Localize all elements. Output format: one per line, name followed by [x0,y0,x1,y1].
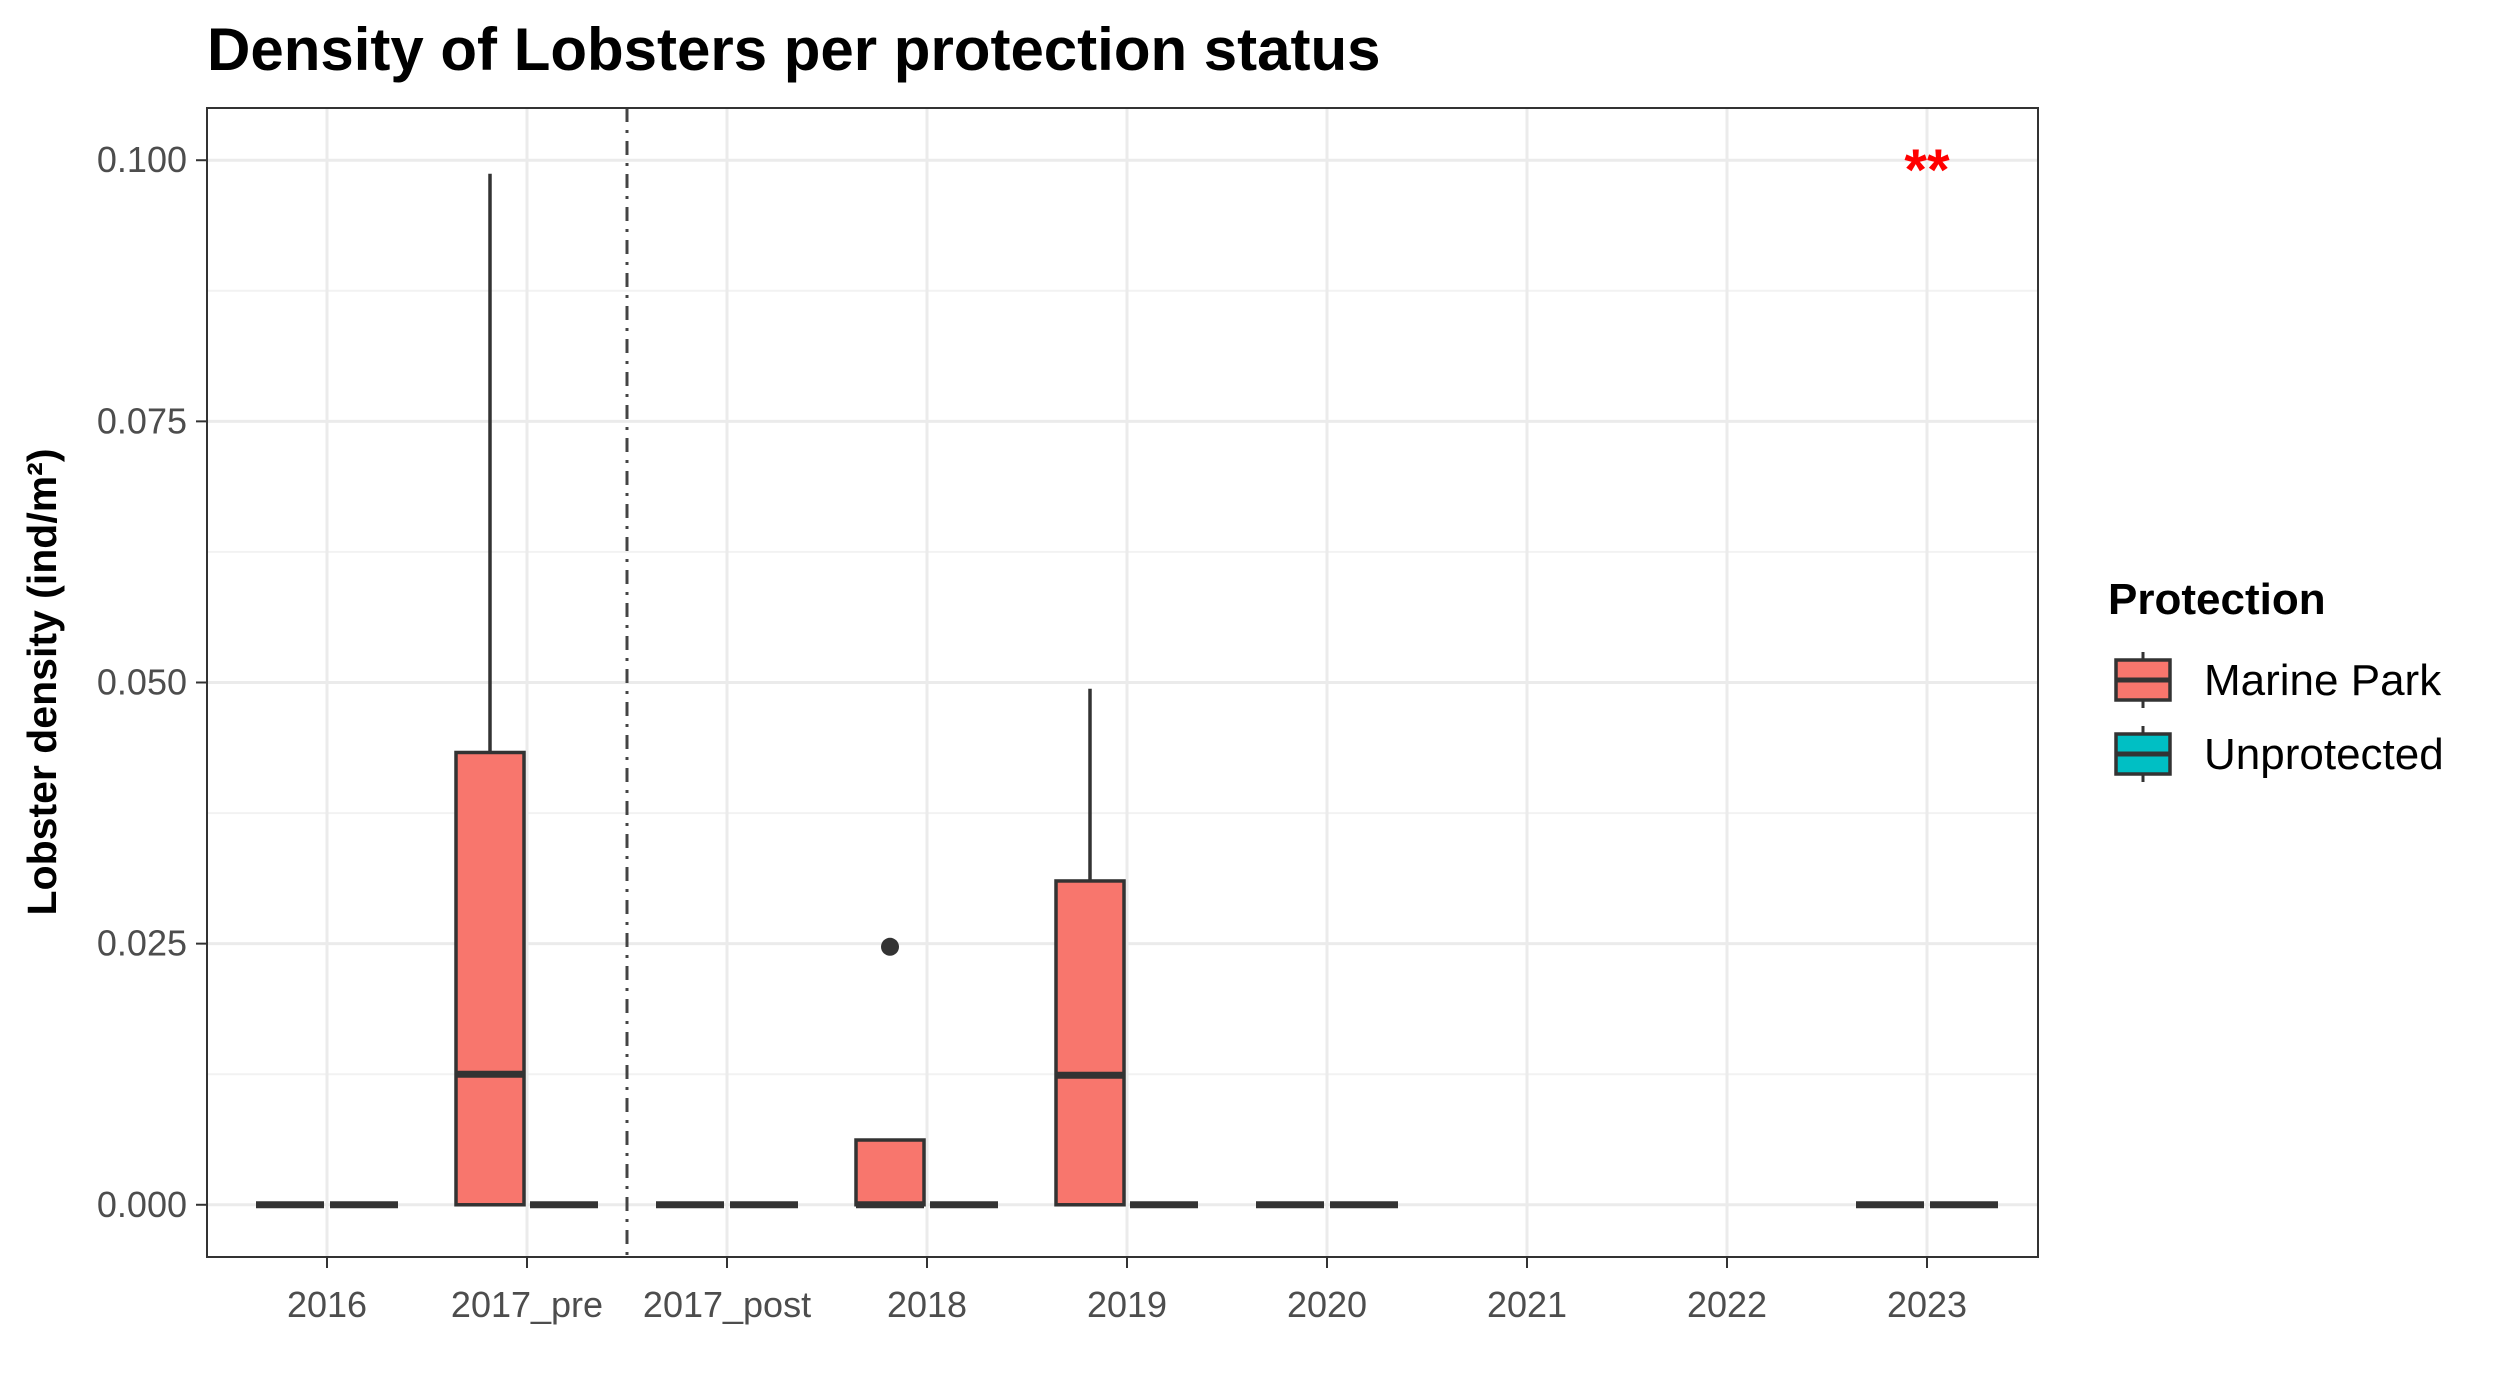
annotations: ** [1904,138,1950,203]
legend-item: Marine Park [2114,652,2442,708]
legend-title: Protection [2108,575,2326,624]
x-tick-label: 2018 [887,1284,967,1325]
x-tick-label: 2019 [1087,1284,1167,1325]
legend-label: Marine Park [2204,656,2442,705]
box-plots [256,173,1998,1209]
box-marine-park-2017_pre [454,173,526,1207]
y-tick-label: 0.025 [97,923,187,964]
legend-items: Marine Park Unprotected [2114,652,2444,782]
x-tick-label: 2023 [1887,1284,1967,1325]
y-axis-title: Lobster density (ind/m²) [19,449,65,916]
x-tick-label: 2021 [1487,1284,1567,1325]
x-tick-label: 2017_pre [451,1284,603,1325]
legend-key [2114,652,2172,708]
y-tick-label: 0.075 [97,400,187,441]
grid-lines [207,108,2038,1257]
box-iqr [854,1138,926,1207]
x-tick-label: 2017_post [643,1284,811,1325]
y-tick-label: 0.050 [97,662,187,703]
y-tick-label: 0.000 [97,1184,187,1225]
outlier-point [881,937,899,956]
chart-title: Density of Lobsters per protection statu… [207,16,1381,83]
box-marine-park-2019 [1054,688,1126,1207]
legend-label: Unprotected [2204,730,2444,779]
box-iqr [454,750,526,1207]
y-axis: 0.000 0.025 0.050 0.075 0.100 [97,139,207,1225]
x-tick-label: 2020 [1287,1284,1367,1325]
significance-annotation: ** [1904,138,1950,203]
legend-key [2114,726,2172,782]
legend: Protection Marine Park Unprotected [2108,575,2444,782]
legend-item: Unprotected [2114,726,2444,782]
x-tick-label: 2016 [287,1284,367,1325]
x-tick-label: 2022 [1687,1284,1767,1325]
y-tick-label: 0.100 [97,139,187,180]
x-axis: 2016 2017_pre 2017_post 2018 2019 2020 2021 202… [287,1257,1967,1325]
box-iqr [1054,879,1126,1207]
box-marine-park-2018 [854,937,926,1209]
